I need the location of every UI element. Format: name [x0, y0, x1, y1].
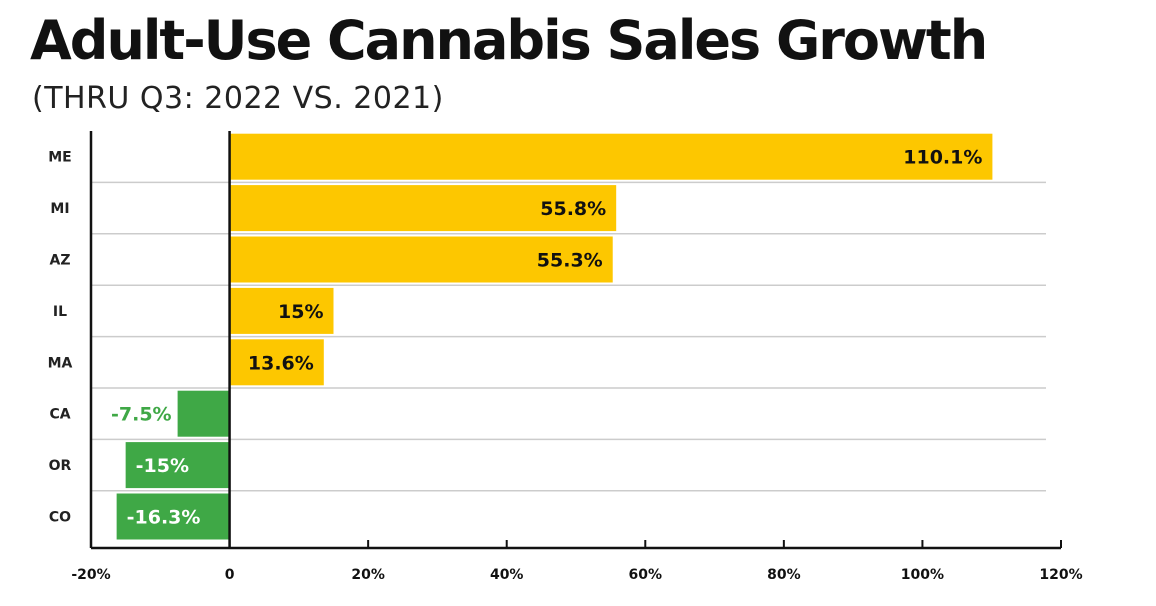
value-label: -16.3%: [127, 507, 201, 529]
category-label: CA: [49, 407, 70, 423]
x-tick-label: 80%: [767, 567, 801, 583]
bar-az: [229, 236, 613, 283]
x-tick-label: 120%: [1039, 567, 1082, 583]
category-label: ME: [48, 150, 72, 166]
category-label: AZ: [50, 253, 71, 269]
bar-mi: [229, 185, 617, 232]
x-tick-label: 40%: [490, 567, 524, 583]
value-label: 110.1%: [903, 147, 982, 169]
bar-me: [229, 133, 993, 180]
chart-title: Adult-Use Cannabis Sales Growth: [30, 9, 988, 72]
value-label: 55.3%: [537, 250, 603, 272]
bar-ca: [177, 390, 230, 437]
category-label: IL: [53, 304, 67, 320]
bar-co: [116, 493, 230, 540]
bar-or: [125, 442, 230, 489]
x-tick-label: -20%: [71, 567, 110, 583]
category-label: CO: [49, 510, 71, 526]
x-tick-label: 60%: [629, 567, 663, 583]
x-tick-label: 100%: [901, 567, 944, 583]
category-label: MI: [50, 201, 69, 217]
chart-subtitle: (THRU Q3: 2022 VS. 2021): [32, 81, 444, 116]
value-label: -7.5%: [111, 404, 172, 426]
category-label: OR: [49, 458, 72, 474]
axes: [89, 131, 1062, 550]
value-label: 55.8%: [540, 198, 606, 220]
category-label: MA: [48, 355, 73, 371]
bar-il: [229, 287, 334, 334]
gridlines: [91, 181, 1046, 492]
value-label: -15%: [136, 455, 189, 477]
bars: [116, 133, 993, 540]
bar-ma: [229, 339, 324, 386]
labels: ME 110.1% MI 55.8% AZ 55.3% IL 15% MA 13.6% CA -7.5…: [48, 147, 1083, 583]
x-tick-label: 20%: [351, 567, 385, 583]
value-label: 15%: [278, 301, 323, 323]
value-label: 13.6%: [248, 352, 314, 374]
x-tick-label: 0: [225, 567, 235, 583]
